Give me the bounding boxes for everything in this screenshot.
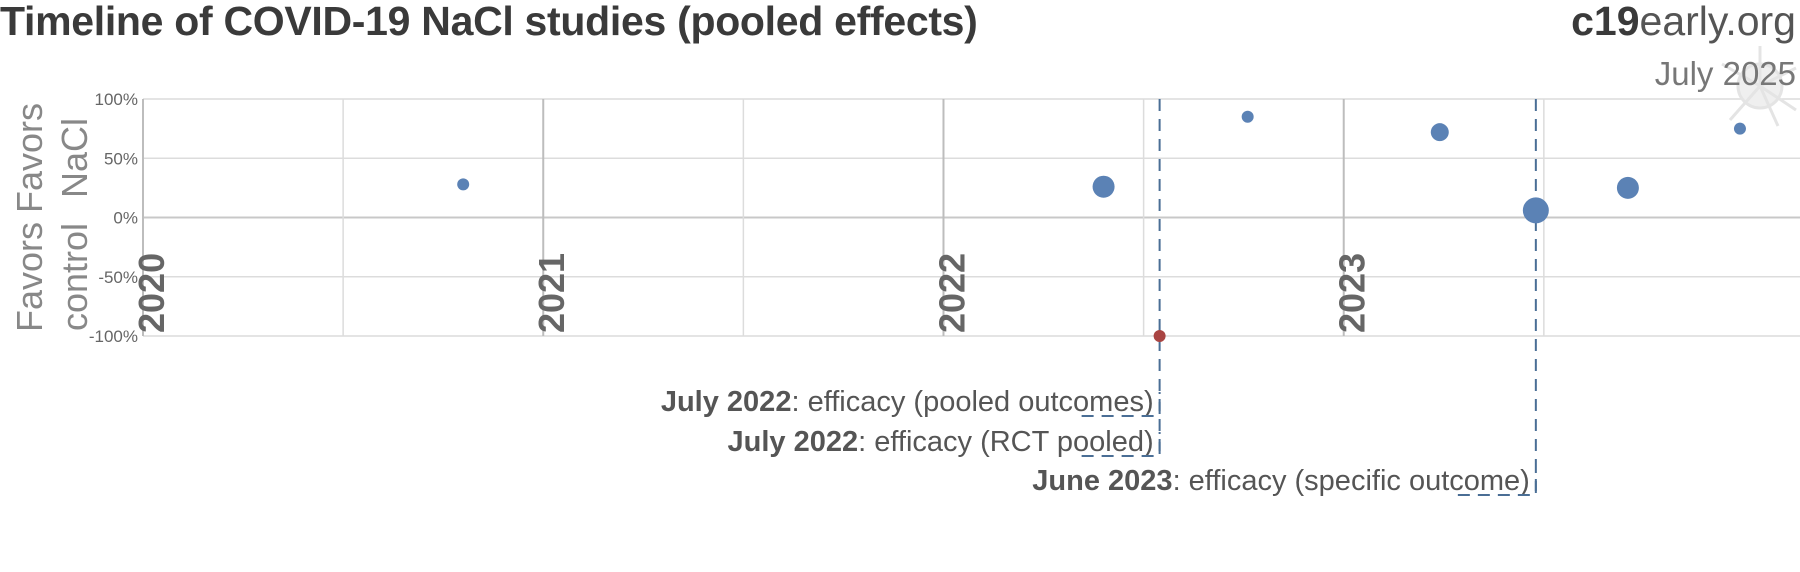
report-date: July 2025: [1654, 55, 1796, 92]
study-point: [1733, 122, 1746, 135]
milestone-label: July 2022: efficacy (pooled outcomes): [661, 386, 1154, 418]
study-point: [1241, 110, 1254, 123]
brand-rest: early.org: [1639, 0, 1796, 44]
milestone-date: July 2022: [728, 426, 859, 458]
year-label: 2020: [131, 253, 172, 333]
y-tick-label: -100%: [89, 327, 138, 346]
milestone-text: : efficacy (pooled outcomes): [791, 386, 1153, 418]
y-tick-label: 100%: [95, 90, 138, 109]
study-point: [457, 178, 470, 191]
year-label: 2023: [1332, 253, 1373, 333]
study-point: [1092, 175, 1115, 198]
milestone-bracket: [1081, 432, 1161, 457]
study-point: [1522, 197, 1549, 224]
year-label: 2022: [931, 253, 972, 333]
milestone-label: June 2023: efficacy (specific outcome): [1032, 465, 1530, 497]
study-point: [1430, 123, 1449, 142]
y-tick-label: 0%: [113, 209, 138, 228]
y-tick-label: -50%: [98, 268, 138, 287]
year-label: 2021: [531, 253, 572, 333]
study-point: [1153, 330, 1166, 342]
milestone-date: July 2022: [661, 386, 792, 418]
favors-nacl-label: Favors: [9, 103, 50, 213]
brand-bold: c19: [1571, 0, 1640, 44]
milestone-text: : efficacy (specific outcome): [1173, 465, 1530, 497]
y-tick-label: 50%: [104, 149, 138, 168]
virus-logo-icon: [1721, 46, 1797, 127]
chart-title: Timeline of COVID-19 NaCl studies (poole…: [0, 0, 978, 44]
favors-nacl-label: NaCl: [54, 118, 95, 198]
milestone-text: : efficacy (RCT pooled): [858, 426, 1154, 458]
brand-logo[interactable]: c19early.org: [1571, 0, 1796, 45]
milestone-label: July 2022: efficacy (RCT pooled): [728, 426, 1154, 458]
favors-control-label: Favors: [9, 222, 50, 332]
milestone-bracket: [1081, 392, 1161, 417]
study-point: [1616, 176, 1639, 199]
favors-control-label: control: [54, 223, 95, 331]
milestone-date: June 2023: [1032, 465, 1172, 497]
milestone-bracket: [1457, 471, 1537, 496]
